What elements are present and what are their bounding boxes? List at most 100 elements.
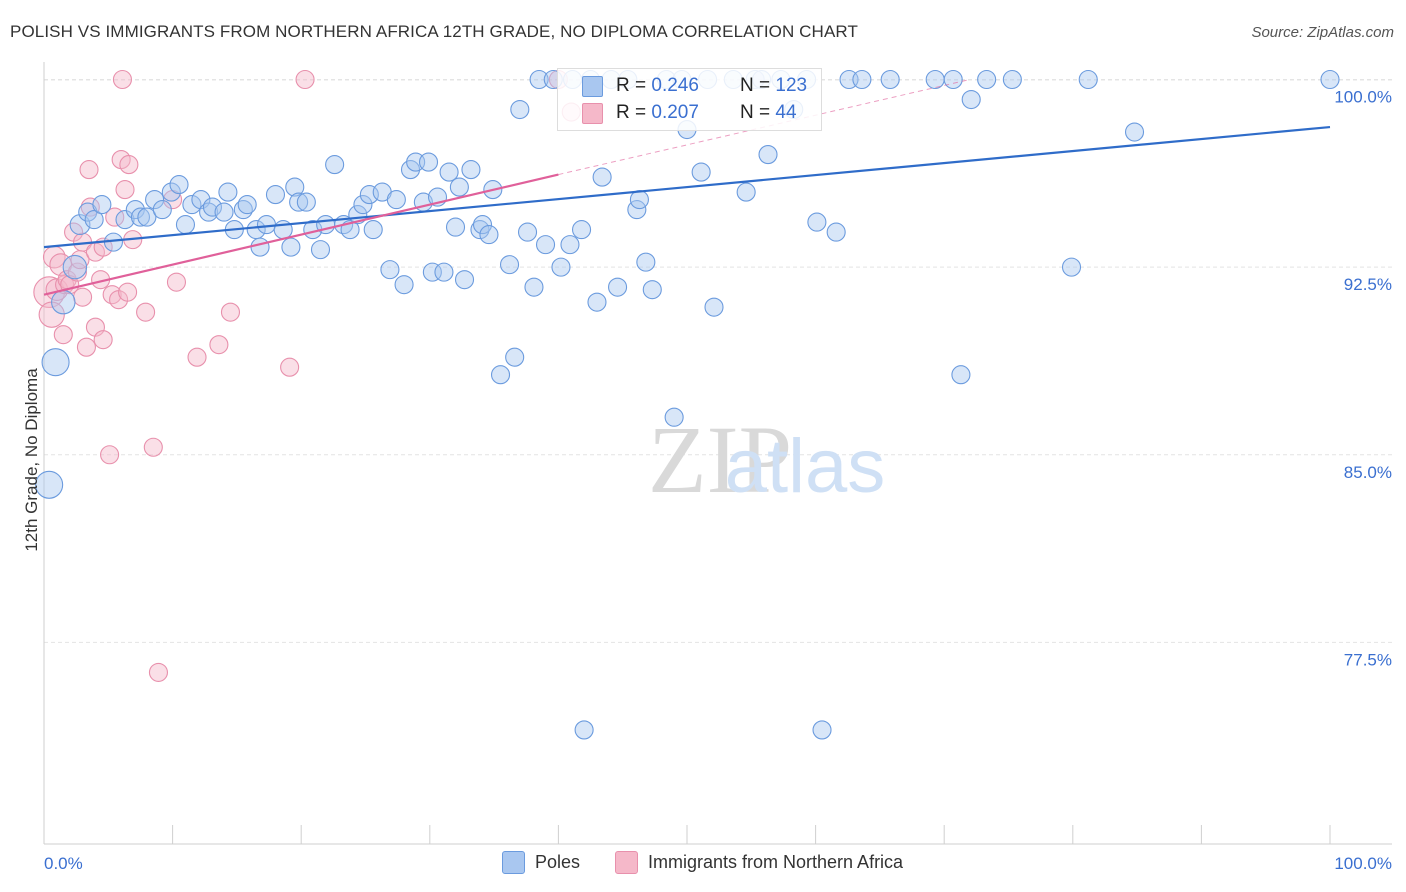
- immigrants-point-29: [118, 282, 138, 302]
- poles-point-67: [499, 255, 520, 275]
- poles-point-9: [115, 210, 135, 230]
- immigrants-point-16: [80, 197, 100, 217]
- immigrants-point-34: [148, 662, 169, 682]
- immigrants-point-39: [220, 302, 241, 322]
- poles-point-15: [161, 182, 181, 202]
- poles-point-6: [84, 210, 104, 230]
- legend-item-poles[interactable]: Poles: [502, 851, 580, 874]
- poles-point-34: [289, 192, 309, 212]
- poles-point-116: [1002, 69, 1022, 90]
- poles-point-14: [152, 200, 172, 220]
- legend-swatch-immigrants: [582, 102, 603, 124]
- immigrants-point-28: [115, 180, 135, 200]
- poles-point-57: [439, 162, 459, 182]
- poles-point-66: [490, 365, 511, 385]
- poles-point-72: [529, 69, 549, 90]
- poles-point-0: [35, 470, 64, 499]
- poles-point-64: [479, 225, 499, 245]
- poles-point-11: [130, 207, 150, 227]
- poles-point-22: [214, 202, 234, 222]
- poles-point-109: [852, 69, 872, 90]
- poles-point-17: [175, 215, 196, 235]
- poles-point-43: [353, 195, 373, 215]
- poles-point-23: [218, 182, 238, 202]
- poles-point-78: [571, 220, 592, 240]
- y-tick-label-3: 77.5%: [1344, 650, 1392, 669]
- poles-point-79: [574, 720, 594, 740]
- poles-point-69: [510, 99, 530, 120]
- poles-point-18: [182, 195, 202, 215]
- legend-swatch-immigrants-bottom: [615, 851, 638, 874]
- source-label: Source: ZipAtlas.com: [1251, 24, 1394, 41]
- poles-point-31: [281, 237, 301, 257]
- poles-point-48: [386, 190, 406, 210]
- poles-point-26: [237, 195, 257, 215]
- immigrants-point-27: [112, 69, 132, 90]
- poles-point-37: [310, 240, 331, 260]
- immigrants-point-32: [136, 302, 156, 322]
- poles-point-115: [977, 69, 997, 90]
- immigrants-point-5: [53, 325, 73, 345]
- immigrants-point-23: [102, 285, 122, 305]
- watermark-atlas: atlas: [725, 424, 886, 509]
- legend-r-immigrants: R = 0.207: [616, 102, 699, 123]
- poles-point-87: [629, 190, 649, 210]
- legend-swatch-poles-bottom: [502, 851, 525, 874]
- poles-point-29: [256, 215, 277, 235]
- axes: [43, 62, 1392, 845]
- poles-point-98: [736, 182, 756, 202]
- x-tick-label-start: 0.0%: [44, 854, 83, 873]
- series-legend: Poles Immigrants from Northern Africa: [0, 851, 1406, 877]
- poles-point-84: [608, 277, 628, 297]
- poles-point-7: [92, 195, 112, 215]
- poles-point-49: [394, 275, 414, 295]
- correlation-legend: R = 0.246 N = 123 R = 0.207 N = 44: [557, 68, 822, 131]
- poles-point-114: [961, 89, 981, 110]
- series-poles-points: [35, 69, 1340, 740]
- y-axis-label: 12th Grade, No Diploma: [22, 368, 41, 552]
- legend-r-poles: R = 0.246: [616, 75, 699, 96]
- poles-point-107: [826, 222, 846, 242]
- poles-point-118: [1078, 69, 1098, 90]
- legend-swatch-poles: [582, 75, 603, 97]
- poles-point-96: [704, 297, 724, 317]
- poles-point-28: [250, 237, 270, 257]
- poles-point-117: [1061, 257, 1082, 277]
- poles-point-89: [642, 280, 662, 300]
- immigrants-point-33: [143, 437, 163, 457]
- poles-point-1: [41, 348, 70, 377]
- grid-lines: [44, 79, 1392, 643]
- poles-point-21: [202, 197, 223, 217]
- immigrants-point-37: [187, 347, 207, 367]
- series-immigrants-points: [33, 69, 581, 682]
- immigrants-point-30: [119, 155, 139, 175]
- x-tick-label-end: 100.0%: [1334, 854, 1392, 873]
- legend-n-poles: N = 123: [740, 75, 808, 96]
- poles-point-94: [691, 162, 711, 182]
- poles-point-60: [454, 270, 475, 290]
- poles-point-16: [169, 175, 189, 195]
- poles-point-58: [445, 217, 466, 237]
- y-tick-label-1: 92.5%: [1344, 275, 1392, 294]
- poles-point-62: [470, 220, 490, 240]
- poles-point-112: [943, 69, 963, 90]
- trend-line-immigrants: [43, 173, 559, 296]
- poles-point-88: [636, 252, 656, 272]
- legend-label-poles: Poles: [535, 852, 581, 872]
- poles-point-3: [62, 254, 88, 280]
- legend-item-immigrants[interactable]: Immigrants from Northern Africa: [615, 851, 903, 874]
- immigrants-point-14: [76, 337, 96, 357]
- watermark-zip: ZIP: [648, 406, 792, 513]
- y-tick-label-0: 100.0%: [1334, 88, 1392, 107]
- immigrants-point-38: [209, 335, 229, 355]
- poles-point-59: [449, 177, 469, 197]
- immigrants-point-13: [73, 287, 93, 307]
- poles-point-54: [422, 262, 442, 282]
- poles-point-53: [418, 152, 439, 172]
- poles-point-39: [325, 155, 345, 175]
- poles-point-76: [560, 235, 580, 255]
- trend-line-poles: [43, 125, 1331, 249]
- immigrants-point-41: [295, 69, 315, 90]
- poles-point-101: [758, 145, 778, 165]
